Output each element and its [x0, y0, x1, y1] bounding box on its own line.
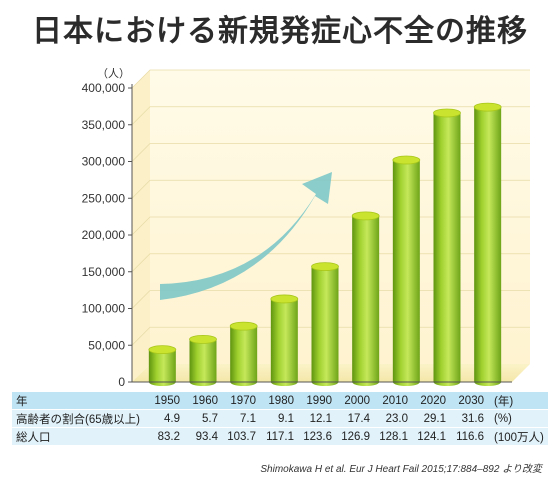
bar-2020 [433, 108, 461, 387]
bar-1980 [270, 294, 299, 386]
table-cell: 5.7 [184, 409, 222, 428]
y-tick-label: 200,000 [82, 228, 126, 242]
table-cell: 23.0 [374, 409, 412, 428]
bar-body [433, 112, 461, 387]
year-cell: 1990 [298, 392, 336, 410]
bar-top [148, 345, 177, 355]
source-citation: Shimokawa H et al. Eur J Heart Fail 2015… [260, 464, 542, 475]
gridline [131, 69, 530, 89]
y-tick-label: 400,000 [82, 81, 126, 95]
bars [148, 102, 502, 387]
bar-top [270, 294, 299, 304]
gridline [131, 106, 530, 126]
y-tick-label: 350,000 [82, 118, 126, 132]
table-row-year: 年 1950 1960 1970 1980 1990 2000 2010 202… [12, 392, 548, 410]
table-cell: 116.6 [450, 427, 488, 446]
y-tick-label: 150,000 [82, 265, 126, 279]
bar-top [311, 262, 339, 272]
bar-body [148, 349, 176, 386]
table-cell: 93.4 [184, 427, 222, 446]
bar-body [270, 298, 298, 386]
table-cell: 12.1 [298, 409, 336, 428]
bar-1960 [189, 334, 217, 386]
axes: 0 50,000 100,000 150,000 200,000 250,000 300,0… [82, 81, 512, 389]
bar-1990 [311, 262, 339, 386]
table-cell: 29.1 [412, 409, 450, 428]
table-row-label: 総人口 [12, 427, 146, 446]
year-cell: 1970 [222, 392, 260, 410]
trend-arrow-shape [160, 172, 332, 300]
bar-body [311, 266, 339, 386]
bar-2030 [473, 102, 502, 387]
y-tick-label: 300,000 [82, 155, 126, 169]
table-cell: 123.6 [298, 427, 336, 446]
table-cell: 7.1 [222, 409, 260, 428]
bar-body [352, 215, 380, 386]
table-row-elderly-ratio: 高齢者の割合(65歳以上) 4.9 5.7 7.1 9.1 12.1 17.4 … [12, 409, 548, 428]
bar-body [230, 326, 258, 386]
year-cell: 1980 [260, 392, 298, 410]
table-cell: 17.4 [336, 409, 374, 428]
bar-top [473, 102, 502, 112]
table-cell: 128.1 [374, 427, 412, 446]
table-unit: (100万人) [488, 427, 548, 446]
table-cell: 83.2 [146, 427, 184, 446]
y-tick-label: 250,000 [82, 191, 126, 205]
bar-2000 [351, 211, 380, 386]
table-row-label: 高齢者の割合(65歳以上) [12, 409, 146, 428]
year-cell: 2010 [374, 392, 412, 410]
data-table: 年 1950 1960 1970 1980 1990 2000 2010 202… [12, 392, 548, 446]
table-row-total-population: 総人口 83.2 93.4 103.7 117.1 123.6 126.9 12… [12, 427, 548, 446]
y-axis-unit: （人） [97, 67, 130, 80]
bar-top [392, 155, 421, 165]
bar-top [229, 321, 258, 331]
year-cell: 1960 [184, 392, 222, 410]
y-tick-label: 100,000 [82, 302, 126, 316]
bar-top [433, 108, 461, 118]
year-cell: 2000 [336, 392, 374, 410]
year-cell: 1950 [146, 392, 184, 410]
bar-1970 [229, 321, 258, 386]
table-cell: 126.9 [336, 427, 374, 446]
chart-title: 日本における新規発症心不全の推移 [32, 14, 528, 49]
bar-1950 [148, 345, 177, 386]
table-cell: 4.9 [146, 409, 184, 428]
table-cell: 117.1 [260, 427, 298, 446]
bar-chart: 0 50,000 100,000 150,000 200,000 250,000 300,0… [82, 67, 530, 389]
gridline [131, 143, 530, 162]
bar-top [189, 334, 217, 344]
table-cell: 31.6 [450, 409, 488, 428]
y-tick-label: 50,000 [88, 338, 125, 352]
year-cell: 2020 [412, 392, 450, 410]
table-row-label: 年 [12, 392, 146, 410]
bar-body [189, 339, 217, 386]
table-unit: (年) [488, 392, 548, 410]
bar-body [474, 107, 502, 387]
bar-body [392, 160, 420, 386]
bar-2010 [392, 155, 421, 386]
y-tick-label: 0 [118, 375, 125, 389]
bar-top [351, 211, 380, 221]
year-cell: 2030 [450, 392, 488, 410]
table-cell: 124.1 [412, 427, 450, 446]
table-unit: (%) [488, 409, 548, 428]
table-cell: 9.1 [260, 409, 298, 428]
trend-arrow [160, 172, 332, 300]
table-cell: 103.7 [222, 427, 260, 446]
